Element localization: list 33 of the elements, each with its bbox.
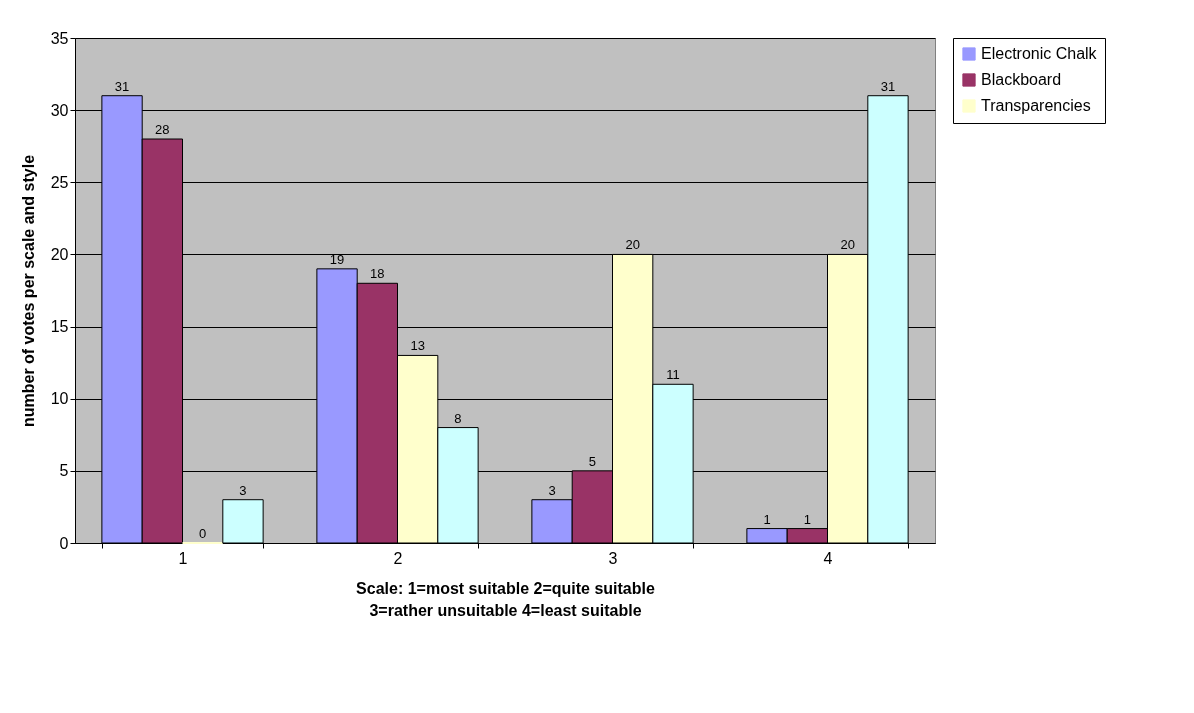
data-label: 19 bbox=[329, 251, 345, 267]
data-label: 5 bbox=[588, 453, 596, 469]
y-tick-label: 0 bbox=[59, 534, 69, 552]
data-label: 31 bbox=[114, 78, 130, 94]
x-tick-label: 2 bbox=[393, 549, 403, 567]
legend-label: Electronic Chalk bbox=[981, 45, 1098, 62]
y-axis-title: number of votes per scale and style bbox=[19, 154, 37, 428]
y-tick-label: 35 bbox=[50, 29, 69, 47]
data-label: 31 bbox=[880, 78, 896, 94]
data-label: 20 bbox=[625, 237, 640, 253]
y-tick-label: 30 bbox=[50, 101, 69, 119]
data-label: 3 bbox=[548, 482, 556, 498]
data-label: 11 bbox=[666, 367, 680, 383]
x-tick-label: 1 bbox=[178, 549, 188, 567]
data-label: 1 bbox=[763, 511, 771, 527]
data-label: 18 bbox=[370, 266, 385, 282]
x-tick-label: 3 bbox=[608, 549, 618, 567]
y-tick-label: 15 bbox=[50, 318, 69, 336]
data-label: 13 bbox=[410, 338, 425, 354]
data-label: 28 bbox=[155, 122, 170, 137]
y-tick-label: 5 bbox=[59, 462, 69, 480]
data-label: 3 bbox=[239, 482, 247, 498]
y-tick-label: 25 bbox=[50, 173, 69, 191]
x-tick-label: 4 bbox=[823, 549, 833, 567]
data-label: 20 bbox=[840, 237, 855, 253]
y-tick-label: 10 bbox=[50, 390, 69, 408]
y-tick-label: 20 bbox=[50, 245, 69, 263]
data-label: 8 bbox=[454, 410, 462, 426]
legend-label: Transparencies bbox=[981, 97, 1091, 114]
legend-label: Blackboard bbox=[981, 71, 1062, 88]
x-axis-title: Scale: 1=most suitable 2=quite suitable 3=rather unsuitable 4=least suitable bbox=[356, 579, 655, 619]
data-label: 1 bbox=[803, 511, 811, 527]
data-label: 0 bbox=[199, 526, 207, 541]
